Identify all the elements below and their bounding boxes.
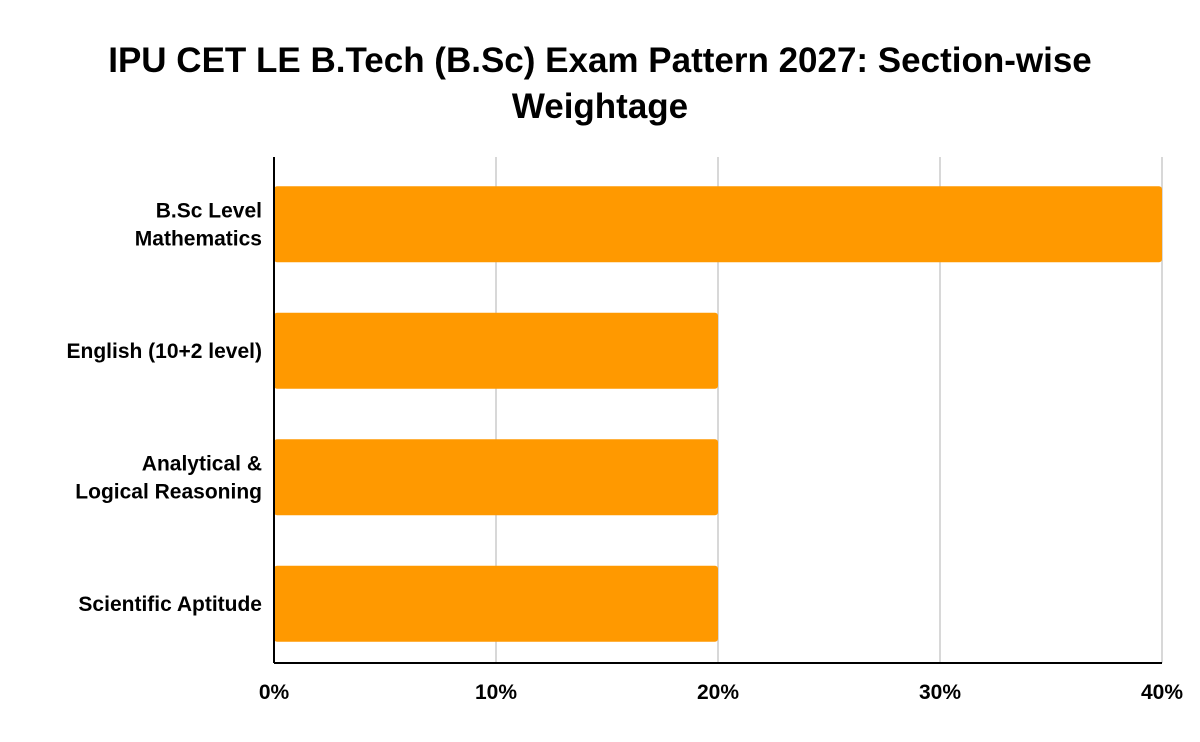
x-tick-label: 40% (1141, 681, 1183, 704)
category-label: English (10+2 level) (66, 340, 262, 363)
x-tick-label: 20% (697, 681, 739, 704)
x-tick-label: 10% (475, 681, 517, 704)
category-label: Mathematics (135, 227, 262, 250)
bar (274, 565, 718, 642)
bars (274, 186, 1162, 642)
category-labels: B.Sc Level Mathematics English (10+2 level… (66, 199, 262, 616)
category-label: Scientific Aptitude (78, 593, 262, 616)
bar (274, 439, 718, 516)
category-label: Analytical & (142, 452, 262, 475)
bar (274, 312, 718, 389)
bar (274, 186, 1162, 263)
x-tick-label: 0% (259, 681, 290, 704)
tick-labels: 0% 10% 20% 30% 40% (259, 681, 1184, 704)
chart-title: IPU CET LE B.Tech (B.Sc) Exam Pattern 20… (108, 41, 1092, 126)
category-label: Logical Reasoning (75, 480, 262, 503)
x-tick-label: 30% (919, 681, 961, 704)
axes (273, 157, 1162, 664)
category-label: B.Sc Level (156, 199, 262, 222)
